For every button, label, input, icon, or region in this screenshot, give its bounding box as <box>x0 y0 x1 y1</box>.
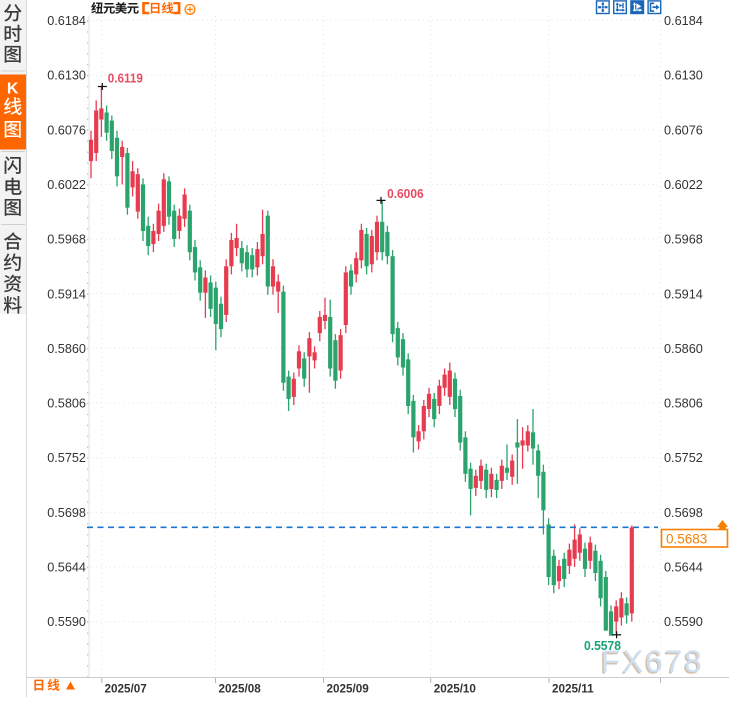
svg-text:0.5683: 0.5683 <box>666 532 707 547</box>
svg-text:0.5752: 0.5752 <box>664 451 703 465</box>
svg-text:2025/08: 2025/08 <box>219 683 262 696</box>
svg-text:0.5914: 0.5914 <box>47 287 86 301</box>
svg-text:0.5698: 0.5698 <box>664 506 703 520</box>
svg-text:0.6130: 0.6130 <box>47 69 86 83</box>
svg-text:2025/11: 2025/11 <box>552 683 594 696</box>
svg-text:0.5644: 0.5644 <box>47 561 86 575</box>
svg-text:0.6022: 0.6022 <box>664 178 703 192</box>
svg-text:2025/07: 2025/07 <box>105 683 147 696</box>
svg-text:0.6076: 0.6076 <box>47 123 86 137</box>
svg-text:0.6184: 0.6184 <box>47 14 86 28</box>
svg-text:0.5806: 0.5806 <box>664 397 703 411</box>
svg-text:0.5578: 0.5578 <box>584 639 621 653</box>
svg-text:0.5644: 0.5644 <box>664 561 703 575</box>
svg-text:0.5968: 0.5968 <box>47 233 86 247</box>
svg-text:2025/10: 2025/10 <box>434 683 477 696</box>
svg-text:0.5752: 0.5752 <box>47 451 86 465</box>
svg-text:0.6119: 0.6119 <box>108 71 143 85</box>
svg-text:0.5590: 0.5590 <box>664 615 703 629</box>
svg-text:0.6184: 0.6184 <box>664 14 703 28</box>
svg-text:0.5860: 0.5860 <box>664 342 703 356</box>
svg-text:2025/09: 2025/09 <box>327 683 370 696</box>
svg-text:0.5806: 0.5806 <box>47 397 86 411</box>
svg-text:0.6076: 0.6076 <box>664 123 703 137</box>
svg-text:0.5860: 0.5860 <box>47 342 86 356</box>
svg-text:0.5590: 0.5590 <box>47 615 86 629</box>
svg-text:0.5968: 0.5968 <box>664 233 703 247</box>
svg-text:K: K <box>7 81 19 98</box>
svg-text:FX678: FX678 <box>601 643 704 679</box>
svg-text:FX678: FX678 <box>600 645 703 681</box>
svg-text:0.5914: 0.5914 <box>664 287 703 301</box>
svg-text:0.6130: 0.6130 <box>664 69 703 83</box>
svg-text:0.6006: 0.6006 <box>387 187 424 201</box>
svg-text:0.5698: 0.5698 <box>47 506 86 520</box>
svg-text:0.6022: 0.6022 <box>47 178 86 192</box>
